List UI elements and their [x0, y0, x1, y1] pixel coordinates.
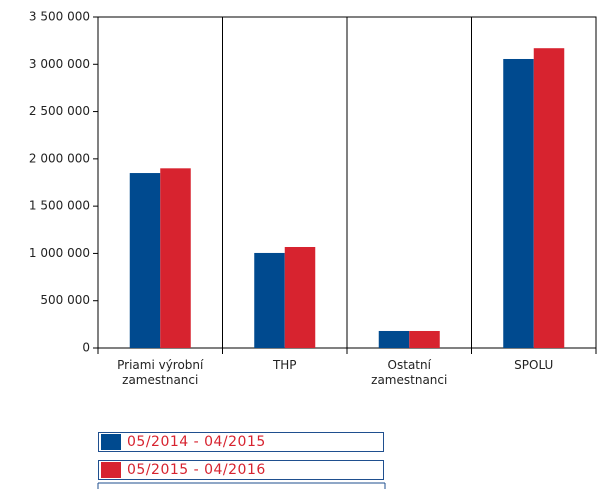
legend-label: 05/2014 - 04/2015	[127, 434, 266, 450]
legend-item: 05/2015 - 04/2016	[98, 460, 384, 480]
bar	[129, 173, 161, 348]
bar	[160, 168, 191, 348]
x-tick-label: Priami výrobní zamestnanci	[117, 358, 204, 387]
bar	[378, 330, 410, 348]
y-tick-label: 3 000 000	[29, 57, 90, 71]
y-tick-label: 0	[82, 341, 90, 355]
bar	[284, 246, 316, 348]
legend-swatch	[101, 462, 121, 478]
legend-label: 05/2015 - 04/2016	[127, 462, 266, 478]
x-tick-label: SPOLU	[514, 358, 554, 372]
y-tick-label: 2 000 000	[29, 151, 90, 165]
x-tick-label: THP	[272, 358, 297, 372]
y-tick-label: 1 000 000	[29, 246, 90, 260]
y-tick-label: 1 500 000	[29, 199, 90, 213]
bar	[254, 252, 285, 348]
legend-item: 05/2014 - 04/2015	[98, 432, 384, 452]
y-tick-label: 2 500 000	[29, 104, 90, 118]
bar	[533, 48, 565, 349]
y-tick-label: 500 000	[40, 293, 90, 307]
bar	[409, 330, 440, 348]
y-tick-label: 3 500 000	[29, 10, 90, 24]
x-tick-label: Ostatní zamestnanci	[371, 358, 448, 387]
legend-swatch	[101, 434, 121, 450]
bar	[503, 58, 534, 348]
